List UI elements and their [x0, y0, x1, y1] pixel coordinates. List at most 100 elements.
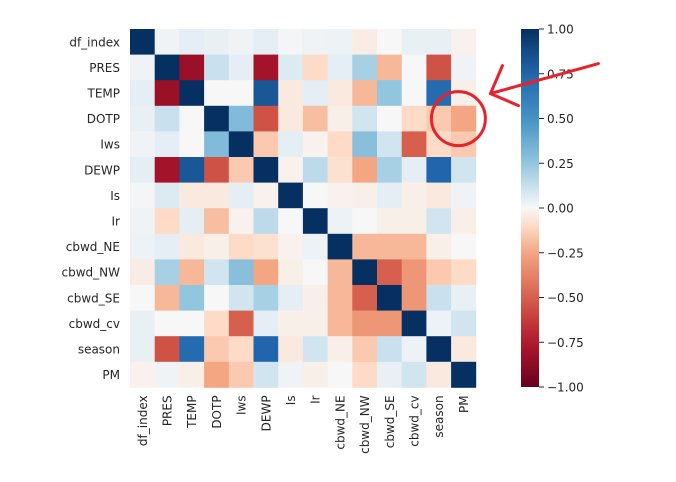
heatmap-cell-PRES-season — [426, 54, 452, 81]
heatmap-cell-cbwd_SE-DOTP — [204, 285, 230, 311]
heatmap-cell-Iws-DEWP — [253, 131, 279, 158]
heatmap-cell-TEMP-df_index — [130, 80, 156, 107]
heatmap-cell-DOTP-cbwd_cv — [401, 105, 427, 132]
heatmap-cell-DOTP-cbwd_NE — [327, 105, 353, 132]
heatmap-cell-DEWP-DOTP — [204, 157, 230, 183]
heatmap-cell-DOTP-PRES — [154, 105, 180, 132]
heatmap-cell-season-PRES — [154, 336, 180, 363]
heatmap-cell-Ir-cbwd_NW — [352, 208, 378, 235]
heatmap-cell-Is-PRES — [154, 182, 180, 209]
heatmap-cell-PRES-TEMP — [179, 54, 205, 81]
colorbar-tick-label: 1.00 — [547, 23, 574, 37]
heatmap-cell-cbwd_cv-cbwd_NE — [327, 310, 353, 337]
heatmap-cell-cbwd_NE-DEWP — [253, 233, 279, 260]
heatmap-cell-cbwd_SE-PRES — [154, 285, 180, 311]
heatmap-cell-cbwd_cv-cbwd_SE — [377, 310, 403, 337]
heatmap-cell-cbwd_NW-df_index — [130, 259, 156, 286]
y-tick-label: PRES — [89, 61, 120, 75]
heatmap-cell-DEWP-df_index — [130, 157, 156, 183]
colorbar-tick-label: 0.25 — [547, 157, 574, 171]
heatmap-cell-TEMP-cbwd_SE — [377, 80, 403, 107]
y-tick-label: cbwd_SE — [67, 291, 120, 305]
heatmap-cell-DOTP-Is — [278, 105, 304, 132]
heatmap-cell-cbwd_cv-df_index — [130, 310, 156, 337]
heatmap-cell-PM-PRES — [154, 361, 180, 388]
heatmap-cell-DOTP-DEWP — [253, 105, 279, 132]
y-tick-label: Iws — [100, 138, 120, 152]
heatmap-cell-cbwd_NW-Is — [278, 259, 304, 286]
y-tick-label: cbwd_NW — [62, 266, 121, 280]
heatmap-cell-Ir-DOTP — [204, 208, 230, 235]
heatmap-cell-season-DEWP — [253, 336, 279, 363]
heatmap-cell-Ir-season — [426, 208, 452, 235]
heatmap-cell-Is-cbwd_NE — [327, 182, 353, 209]
heatmap-cell-Iws-DOTP — [204, 131, 230, 158]
heatmap-cell-season-cbwd_NE — [327, 336, 353, 363]
heatmap-cell-TEMP-Iws — [228, 80, 254, 107]
heatmap-cell-DOTP-Ir — [302, 105, 328, 132]
heatmap-cell-Iws-df_index — [130, 131, 156, 158]
heatmap-cell-DEWP-cbwd_NW — [352, 157, 378, 183]
heatmap-cell-season-Iws — [228, 336, 254, 363]
heatmap-cell-cbwd_NW-cbwd_NW — [352, 259, 378, 286]
heatmap-cell-Is-Is — [278, 182, 304, 209]
colorbar: 1.000.750.500.250.00−0.25−0.50−0.75−1.00 — [521, 23, 584, 395]
heatmap-cell-Ir-cbwd_NE — [327, 208, 353, 235]
heatmap-cell-TEMP-cbwd_NW — [352, 80, 378, 107]
heatmap-cell-PRES-Ir — [302, 54, 328, 81]
heatmap-cell-df_index-PM — [451, 29, 477, 55]
heatmap-cell-Ir-TEMP — [179, 208, 205, 235]
heatmap-cell-cbwd_cv-season — [426, 310, 452, 337]
heatmap-cell-df_index-TEMP — [179, 29, 205, 55]
heatmap-cell-TEMP-Ir — [302, 80, 328, 107]
heatmap-cell-cbwd_NW-DEWP — [253, 259, 279, 286]
heatmap-cell-TEMP-cbwd_cv — [401, 80, 427, 107]
heatmap-cell-Is-cbwd_NW — [352, 182, 378, 209]
heatmap-cell-PM-PM — [451, 361, 477, 388]
heatmap-cell-PM-cbwd_cv — [401, 361, 427, 388]
heatmap-cell-PRES-DEWP — [253, 54, 279, 81]
highlight-circle — [429, 90, 487, 148]
heatmap-cell-Iws-cbwd_NE — [327, 131, 353, 158]
heatmap-cell-season-df_index — [130, 336, 156, 363]
heatmap-cell-cbwd_NE-cbwd_SE — [377, 233, 403, 260]
x-tick-label: PM — [457, 395, 471, 413]
heatmap-cell-cbwd_NE-Iws — [228, 233, 254, 260]
y-tick-label: PM — [102, 368, 120, 382]
colorbar-tick-label: 0.00 — [547, 202, 574, 216]
heatmap-cell-cbwd_SE-TEMP — [179, 285, 205, 311]
heatmap-cell-Iws-cbwd_NW — [352, 131, 378, 158]
x-tick-label: cbwd_cv — [408, 395, 422, 446]
heatmap-cell-DEWP-season — [426, 157, 452, 183]
heatmap-cell-DOTP-df_index — [130, 105, 156, 132]
heatmap-cell-DEWP-PM — [451, 157, 477, 183]
x-tick-label: df_index — [136, 395, 150, 446]
heatmap-cell-PM-Ir — [302, 361, 328, 388]
heatmap-cell-DEWP-Iws — [228, 157, 254, 183]
heatmap-cell-cbwd_cv-Is — [278, 310, 304, 337]
heatmap-cell-PM-cbwd_SE — [377, 361, 403, 388]
heatmap-cell-season-Is — [278, 336, 304, 363]
y-tick-label: DEWP — [84, 163, 120, 177]
heatmap-cell-PRES-cbwd_NW — [352, 54, 378, 81]
heatmap-cell-Iws-Iws — [228, 131, 254, 158]
x-tick-label: DEWP — [259, 395, 273, 431]
heatmap-cell-PRES-PM — [451, 54, 477, 81]
heatmap-cell-Is-PM — [451, 182, 477, 209]
heatmap-cell-cbwd_NE-TEMP — [179, 233, 205, 260]
heatmap-cell-Iws-cbwd_cv — [401, 131, 427, 158]
heatmap-cell-cbwd_NW-PRES — [154, 259, 180, 286]
heatmap-cell-cbwd_NE-df_index — [130, 233, 156, 260]
heatmap-cell-PM-Is — [278, 361, 304, 388]
heatmap-cell-season-cbwd_cv — [401, 336, 427, 363]
heatmap-cell-DOTP-PM — [451, 105, 477, 132]
x-tick-label: Ir — [309, 395, 323, 404]
heatmap-cell-season-TEMP — [179, 336, 205, 363]
heatmap-cell-df_index-df_index — [130, 29, 156, 55]
heatmap-cell-season-cbwd_SE — [377, 336, 403, 363]
x-tick-label: cbwd_SE — [383, 395, 397, 448]
heatmap-cell-cbwd_cv-DOTP — [204, 310, 230, 337]
heatmap-cell-Ir-PRES — [154, 208, 180, 235]
heatmap-cell-Is-cbwd_cv — [401, 182, 427, 209]
